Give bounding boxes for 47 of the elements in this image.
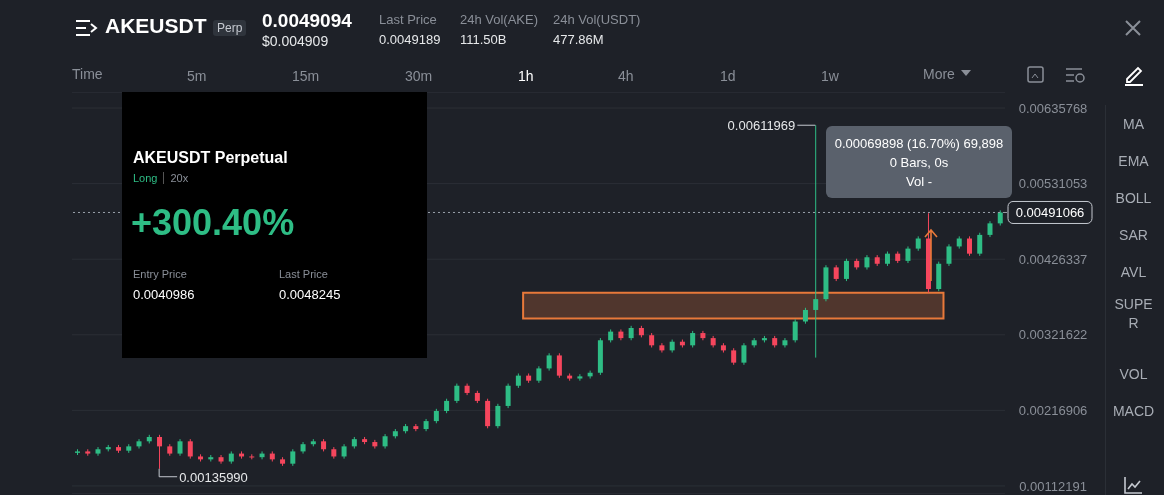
annotation: 0.00611969 bbox=[727, 118, 796, 134]
text: AVL bbox=[1119, 263, 1148, 282]
annotation: 0.0040986 bbox=[133, 287, 195, 302]
text: VOL bbox=[1118, 365, 1149, 384]
text: 24h Vol(AKE) bbox=[460, 12, 539, 27]
y-tick-label: 0.00531053 bbox=[1018, 176, 1088, 192]
annotation: Long bbox=[133, 172, 158, 184]
y-tick-label: 0.00216906 bbox=[1018, 402, 1088, 418]
text: 0.0049189 bbox=[379, 32, 441, 47]
text: BOLL bbox=[1114, 189, 1153, 208]
y-tick-label: 0.00635768 bbox=[1018, 100, 1088, 116]
text: 0.0049094 bbox=[262, 10, 352, 32]
text: MACD bbox=[1111, 402, 1156, 421]
text: 30m bbox=[405, 68, 433, 84]
text: 24h Vol(USDT) bbox=[553, 12, 641, 27]
text: More bbox=[923, 66, 955, 82]
text: 111.50B bbox=[460, 32, 507, 47]
annotation: Entry Price bbox=[133, 268, 187, 280]
text: EMA bbox=[1117, 152, 1150, 171]
ref-line-label: 0.00491066 bbox=[1015, 205, 1085, 221]
text: 1w bbox=[821, 68, 839, 84]
annotation: +300.40% bbox=[131, 202, 295, 244]
text: 477.86M bbox=[553, 32, 604, 47]
annotation: Vol - bbox=[905, 173, 933, 191]
annotation: Last Price bbox=[279, 268, 328, 280]
text: SAR bbox=[1118, 226, 1149, 245]
annotation: 0.00135990 bbox=[179, 469, 248, 485]
annotation: 0.0048245 bbox=[279, 287, 341, 302]
text: 1h bbox=[518, 68, 534, 84]
annotation: 20x bbox=[163, 172, 189, 184]
text: 4h bbox=[618, 68, 634, 84]
text: Perp bbox=[213, 20, 247, 36]
annotation: 0 Bars, 0s bbox=[888, 154, 950, 172]
chart-title: AKEUSDT bbox=[105, 14, 207, 38]
text: Time bbox=[72, 66, 103, 82]
text: 15m bbox=[292, 68, 320, 84]
text: 5m bbox=[187, 68, 207, 84]
text: 1d bbox=[720, 68, 736, 84]
annotation: 0.00069898 (16.70%) 69,898 bbox=[833, 135, 1005, 153]
y-tick-label: 0.00112191 bbox=[1019, 478, 1087, 494]
text: Last Price bbox=[379, 12, 437, 27]
y-tick-label: 0.00321622 bbox=[1018, 327, 1088, 343]
text: MA bbox=[1122, 115, 1145, 134]
text: $0.004909 bbox=[262, 33, 329, 49]
text: SUPER bbox=[1113, 295, 1154, 333]
annotation: AKEUSDT Perpetual bbox=[133, 149, 288, 167]
y-tick-label: 0.00426337 bbox=[1018, 251, 1088, 267]
